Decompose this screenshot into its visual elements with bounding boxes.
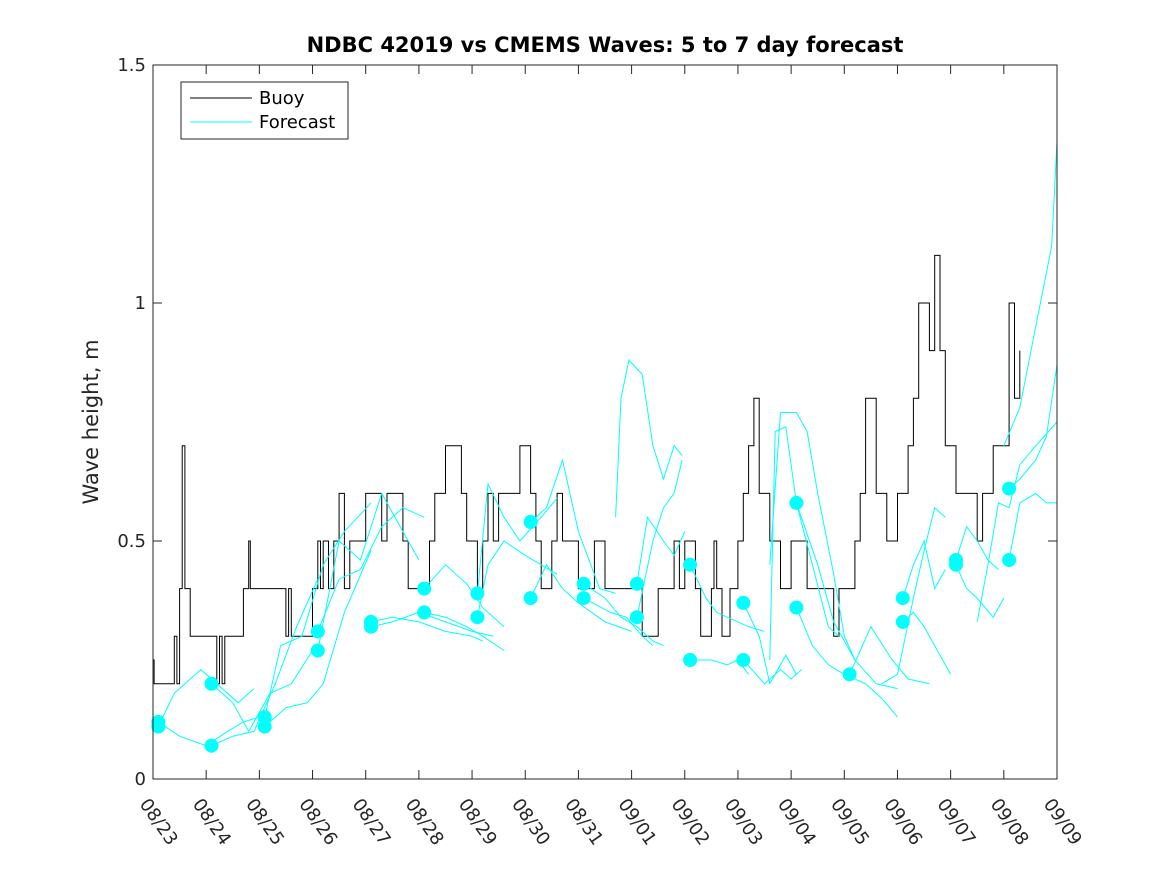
forecast-marker-12 — [470, 586, 485, 601]
forecast-marker-27 — [895, 591, 910, 606]
forecast-series-line-39 — [1003, 141, 1058, 446]
forecast-series-line-7 — [317, 507, 425, 632]
forecast-series-line-33 — [881, 506, 946, 685]
y-axis-label: Wave height, m — [79, 339, 103, 504]
y-tick-label-1: 0.5 — [117, 531, 146, 552]
forecast-marker-9 — [364, 619, 378, 634]
forecast-series-line-25 — [742, 602, 797, 686]
forecast-marker-5 — [257, 719, 272, 734]
marker-layer — [151, 481, 1017, 753]
legend-box — [180, 81, 349, 140]
forecast-series-line-27 — [769, 412, 856, 661]
forecast-series-line-24 — [742, 659, 803, 685]
forecast-series-line-34 — [955, 525, 999, 570]
forecast-marker-24 — [789, 495, 804, 510]
forecast-marker-1 — [151, 719, 166, 734]
series-layer — [153, 141, 1058, 747]
forecast-marker-22 — [736, 595, 751, 610]
forecast-marker-14 — [523, 515, 538, 529]
forecast-marker-7 — [310, 643, 325, 658]
forecast-marker-26 — [842, 667, 857, 682]
legend-forecast-label: Forecast — [259, 112, 335, 133]
forecast-marker-30 — [949, 557, 963, 572]
forecast-marker-3 — [204, 738, 219, 753]
forecast-marker-10 — [417, 581, 432, 596]
forecast-marker-21 — [683, 653, 698, 667]
buoy-series-line — [153, 254, 1021, 685]
y-tick-label-0: 0 — [135, 769, 146, 790]
forecast-series-line-3 — [211, 650, 313, 733]
forecast-marker-16 — [576, 576, 591, 591]
legend-buoy-label: Buoy — [259, 88, 305, 109]
forecast-series-line-18 — [583, 597, 654, 647]
forecast-series-line-16 — [530, 458, 616, 594]
plot-area — [153, 65, 1057, 779]
forecast-series-line-38 — [1008, 364, 1058, 489]
forecast-series-line-15 — [530, 563, 632, 632]
legend: Buoy Forecast — [180, 81, 349, 140]
forecast-marker-18 — [629, 576, 644, 591]
forecast-series-line-20 — [636, 459, 683, 618]
forecast-series-line-31 — [902, 539, 946, 599]
forecast-series-line-29 — [795, 502, 898, 690]
forecast-series-line-1 — [157, 668, 255, 727]
forecast-marker-20 — [683, 557, 698, 572]
chart-title: NDBC 42019 vs CMEMS Waves: 5 to 7 day fo… — [307, 33, 904, 57]
forecast-marker-13 — [470, 610, 485, 625]
forecast-series-line-8 — [317, 492, 420, 651]
forecast-series-line-23 — [689, 564, 765, 632]
forecast-marker-17 — [576, 591, 591, 606]
forecast-series-line-5 — [264, 550, 372, 727]
forecast-series-line-12 — [423, 564, 505, 628]
forecast-marker-15 — [523, 591, 538, 606]
forecast-marker-31 — [1002, 481, 1017, 496]
forecast-marker-6 — [310, 624, 325, 639]
forecast-marker-19 — [629, 610, 644, 625]
forecast-series-line-35 — [955, 564, 1005, 619]
forecast-series-line-13 — [476, 540, 558, 618]
forecast-marker-2 — [204, 676, 219, 691]
forecast-series-line-2 — [158, 716, 260, 747]
forecast-series-line-30 — [849, 625, 930, 685]
y-tick-label-3: 1.5 — [117, 55, 146, 76]
forecast-series-line-36 — [976, 421, 1058, 622]
forecast-series-line-21 — [615, 359, 683, 518]
forecast-marker-11 — [417, 605, 432, 620]
y-tick-label-2: 1 — [135, 293, 146, 314]
forecast-marker-25 — [789, 600, 804, 615]
forecast-marker-28 — [895, 614, 910, 629]
forecast-series-line-6 — [264, 502, 372, 718]
forecast-series-line-11 — [424, 611, 505, 651]
axes-box — [152, 64, 1058, 780]
forecast-series-line-14 — [476, 482, 558, 594]
forecast-series-line-9 — [370, 616, 483, 642]
forecast-marker-23 — [736, 653, 751, 667]
forecast-marker-32 — [1002, 553, 1017, 567]
forecast-series-line-37 — [1008, 492, 1057, 561]
forecast-series-line-19 — [636, 515, 686, 584]
forecast-series-line-4 — [211, 578, 319, 747]
forecast-series-line-17 — [583, 583, 664, 647]
